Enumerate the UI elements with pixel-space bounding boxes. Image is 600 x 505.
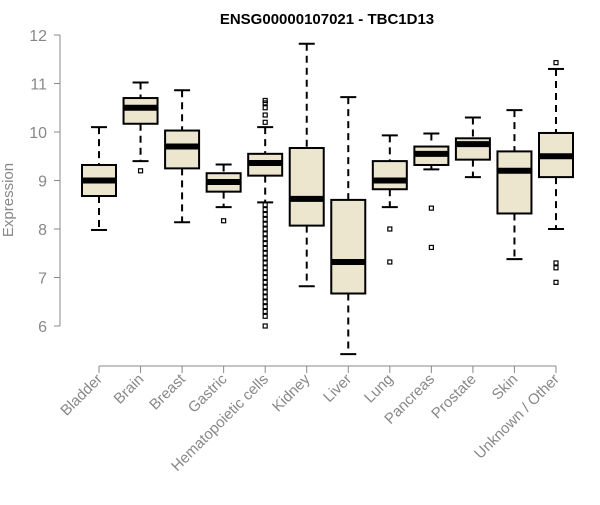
box-group (538, 60, 574, 285)
chart-title: ENSG00000107021 - TBC1D13 (220, 11, 434, 28)
x-tick-label: Bladder (57, 371, 106, 420)
outlier-point (262, 289, 268, 295)
y-tick-label: 12 (29, 28, 47, 45)
outlier-point (262, 105, 268, 111)
box-group (122, 81, 159, 174)
outlier-point (553, 279, 559, 285)
outlier-point (262, 97, 268, 104)
outlier-point (387, 226, 393, 232)
box-iqr (496, 150, 533, 215)
outlier-point (262, 211, 268, 218)
outlier-point (428, 244, 434, 251)
outlier-point (553, 60, 559, 66)
outlier-point (262, 323, 268, 329)
outlier-point (262, 279, 268, 285)
y-tick-label: 6 (38, 319, 47, 336)
outlier-point (553, 265, 559, 271)
box-group (205, 163, 242, 224)
box-iqr (122, 97, 159, 125)
outlier-point (262, 274, 268, 281)
outlier-point (553, 260, 559, 266)
box-group (288, 42, 325, 288)
x-tick-label: Prostate (428, 371, 480, 423)
outlier-point (262, 284, 268, 290)
y-tick-label: 9 (38, 174, 47, 191)
outlier-point (262, 260, 268, 266)
box-iqr (330, 198, 367, 295)
boxes-group (81, 42, 574, 356)
outlier-point (221, 218, 227, 224)
outlier-point (262, 221, 268, 227)
y-tick-label: 7 (38, 271, 47, 288)
x-tick-label: Skin (489, 371, 522, 404)
outlier-point (262, 119, 268, 125)
outlier-point (262, 308, 268, 315)
outlier-point (262, 226, 268, 232)
outlier-point (262, 112, 268, 118)
x-tick-label: Brain (111, 371, 148, 408)
box-group (371, 134, 408, 265)
outlier-point (262, 236, 268, 242)
outlier-point (262, 231, 268, 237)
outlier-point (262, 250, 268, 256)
outlier-point (262, 202, 268, 208)
box-group (164, 89, 201, 224)
outlier-point (262, 207, 268, 213)
outlier-point (428, 205, 434, 211)
y-tick-label: 11 (30, 77, 47, 94)
outlier-point (137, 168, 144, 174)
box-group (454, 116, 491, 179)
outlier-point (262, 255, 268, 261)
x-tick-label: Lung (361, 371, 397, 407)
outlier-point (387, 259, 393, 265)
box-group (496, 109, 533, 261)
x-tick-label: Kidney (269, 370, 314, 415)
y-tick-label: 10 (29, 125, 47, 142)
box-iqr (288, 147, 325, 227)
outlier-point (262, 245, 268, 251)
outlier-point (262, 216, 268, 222)
outlier-point (262, 304, 268, 310)
outlier-point (262, 294, 268, 300)
box-group (413, 132, 450, 251)
outlier-point (262, 270, 268, 276)
outlier-point (262, 313, 268, 319)
x-tick-label: Breast (146, 370, 189, 413)
x-tick-label: Liver (320, 371, 355, 406)
outlier-point (262, 240, 268, 247)
box-group (330, 96, 367, 356)
y-tick-label: 8 (38, 222, 47, 239)
box-group (81, 126, 117, 231)
box-group (247, 97, 284, 329)
outlier-point (262, 299, 268, 305)
outlier-point (262, 265, 268, 271)
box-iqr (371, 160, 408, 191)
y-axis-label: Expression (0, 163, 17, 237)
